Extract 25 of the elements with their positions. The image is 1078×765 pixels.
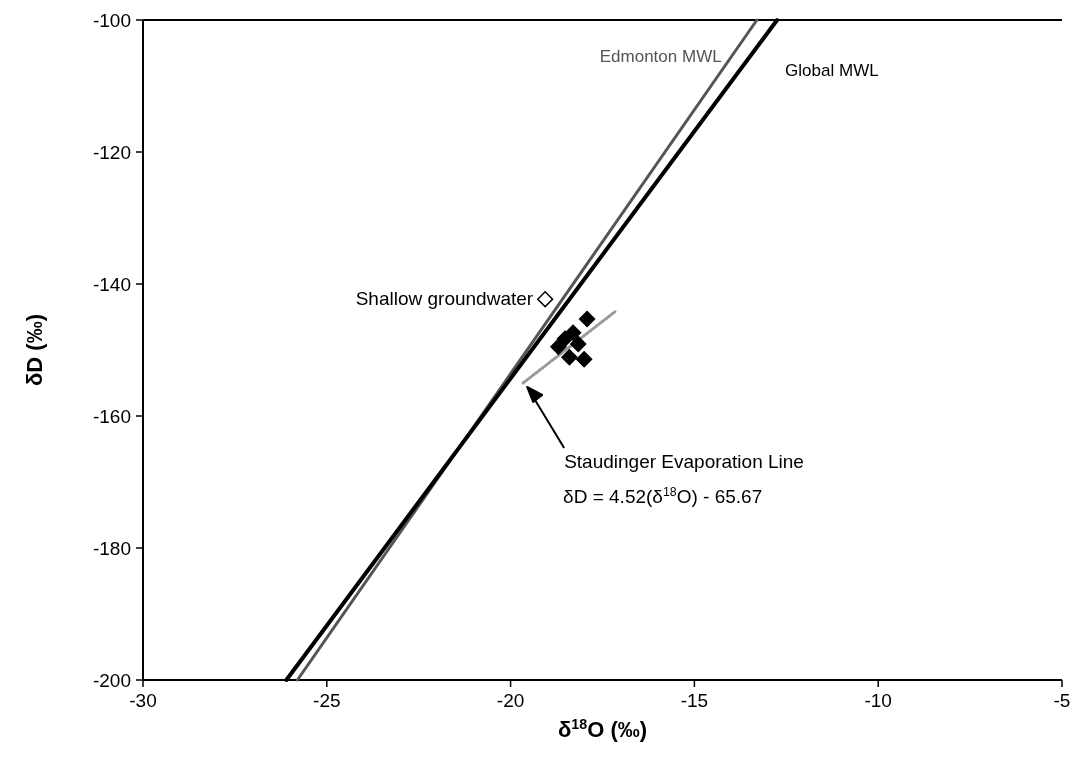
x-tick-label: -30 <box>129 690 157 711</box>
point <box>575 351 593 368</box>
point <box>561 349 578 366</box>
x-tick-label: -5 <box>1053 690 1071 711</box>
x-tick-label: -15 <box>680 690 709 711</box>
y-tick-label: -200 <box>92 670 131 691</box>
y-tick-label: -120 <box>92 142 131 163</box>
annotation: Staudinger Evaporation Line <box>564 450 804 472</box>
x-axis-title: δ$^{18}$O (‰) <box>557 716 648 742</box>
x-tick-label: -10 <box>864 690 892 711</box>
point <box>570 335 587 353</box>
point <box>550 338 567 355</box>
series-label: Edmonton MWL <box>599 47 722 66</box>
annotation: δD = 4.52(δ$^{18}$O) - 65.67 <box>563 484 763 507</box>
y-tick-label: -160 <box>92 406 131 427</box>
y-tick-label: -100 <box>92 10 131 31</box>
y-tick-label: -140 <box>92 274 131 295</box>
x-tick-label: -25 <box>313 690 341 711</box>
x-tick-label: -20 <box>496 690 525 711</box>
point <box>536 291 554 308</box>
series-label: Global MWL <box>785 61 879 80</box>
point <box>578 310 596 328</box>
y-axis-title: δD (‰) <box>22 314 47 386</box>
series-label: Shallow groundwater <box>355 288 534 310</box>
y-tick-label: -180 <box>92 538 131 559</box>
